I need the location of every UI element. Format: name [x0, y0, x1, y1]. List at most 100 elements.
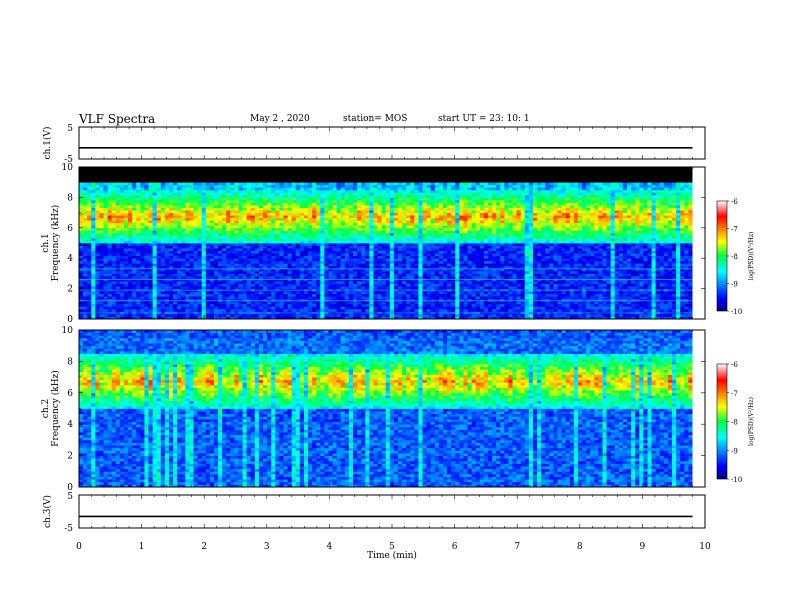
spectrogram-cell	[361, 293, 366, 297]
spectrogram-cell	[111, 275, 117, 279]
spectrogram-cell	[201, 237, 207, 241]
spectrogram-cell	[328, 286, 333, 289]
spectrogram-cell	[340, 230, 346, 234]
spectrogram-cell	[209, 182, 215, 186]
spectrogram-cell	[164, 313, 170, 317]
spectrogram-cell	[197, 237, 203, 241]
spectrogram-cell	[119, 286, 125, 289]
spectrogram-cell	[287, 313, 293, 317]
spectrogram-cell	[381, 237, 387, 241]
spectrogram-cell	[381, 260, 387, 264]
spectrogram-cell	[168, 177, 174, 181]
spectrogram-cell	[168, 273, 174, 277]
spectrogram-cell	[193, 172, 199, 175]
spectrogram-cell	[328, 179, 333, 183]
spectrogram-cell	[279, 303, 284, 307]
spectrogram-cell	[369, 210, 374, 213]
spectrogram-cell	[348, 189, 354, 193]
spectrogram-cell	[320, 227, 325, 231]
spectrogram-cell	[177, 235, 182, 239]
spectrogram-cell	[197, 275, 203, 279]
spectrogram-cell	[132, 220, 137, 224]
spectrogram-cell	[234, 245, 239, 249]
spectrogram-cell	[201, 243, 207, 246]
spectrogram-cell	[205, 220, 211, 224]
spectrogram-cell	[402, 268, 407, 272]
spectrogram-cell	[242, 253, 248, 257]
spectrogram-cell	[209, 215, 215, 219]
spectrogram-cell	[365, 303, 370, 307]
spectrogram-cell	[79, 243, 84, 246]
spectrogram-cell	[197, 250, 203, 254]
spectrogram-cell	[357, 197, 362, 201]
spectrogram-cell	[348, 167, 354, 170]
spectrogram-cell	[230, 189, 235, 193]
spectrogram-cell	[197, 212, 203, 216]
spectrogram-cell	[246, 184, 252, 188]
spectrogram-cell	[287, 278, 293, 282]
spectrogram-cell	[291, 296, 297, 300]
spectrogram-cell	[385, 205, 391, 208]
spectrogram-cell	[295, 303, 301, 307]
spectrogram-cell	[291, 268, 297, 272]
spectrogram-cell	[140, 286, 145, 289]
spectrogram-cell	[312, 268, 317, 272]
spectrogram-cell	[406, 169, 411, 173]
spectrogram-cell	[193, 177, 199, 181]
spectrogram-cell	[148, 278, 154, 282]
spectrogram-cell	[312, 222, 317, 226]
spectrogram-cell	[164, 245, 170, 249]
spectrogram-cell	[185, 303, 190, 307]
spectrogram-cell	[222, 174, 227, 178]
spectrogram-cell	[275, 192, 280, 196]
spectrogram-cell	[320, 293, 325, 297]
spectrogram-cell	[144, 273, 149, 277]
spectrogram-cell	[357, 230, 362, 234]
spectrogram-cell	[369, 202, 374, 206]
spectrogram-cell	[234, 286, 239, 289]
spectrogram-cell	[132, 245, 137, 249]
spectrogram-cell	[91, 243, 96, 246]
spectrogram-cell	[79, 283, 84, 287]
spectrogram-cell	[279, 192, 284, 196]
spectrogram-cell	[381, 250, 387, 254]
spectrogram-cell	[119, 202, 125, 206]
spectrogram-cell	[398, 187, 403, 191]
spectrogram-cell	[189, 298, 194, 302]
spectrogram-cell	[99, 253, 104, 257]
spectrogram-cell	[242, 316, 248, 320]
spectrogram-cell	[381, 230, 387, 234]
spectrogram-cell	[275, 199, 280, 203]
spectrogram-cell	[140, 179, 145, 183]
spectrogram-cell	[369, 217, 374, 221]
spectrogram-cell	[271, 306, 276, 310]
spectrogram-cell	[140, 258, 145, 262]
spectrogram-cell	[107, 313, 113, 317]
spectrogram-cell	[254, 172, 260, 175]
spectrogram-cell	[246, 296, 252, 300]
spectrogram-cell	[156, 235, 162, 239]
spectrogram-cell	[336, 199, 342, 203]
spectrogram-cell	[324, 169, 329, 173]
spectrogram-cell	[295, 220, 301, 224]
spectrogram-cell	[140, 240, 145, 244]
spectrogram-cell	[185, 240, 190, 244]
spectrogram-cell	[136, 182, 141, 186]
spectrogram-cell	[201, 283, 207, 287]
spectrogram-cell	[136, 199, 141, 203]
spectrogram-cell	[328, 308, 333, 312]
spectrogram-cell	[222, 245, 227, 249]
spectrogram-cell	[99, 217, 104, 221]
spectrogram-cell	[140, 245, 145, 249]
spectrogram-cell	[140, 227, 145, 231]
spectrogram-cell	[353, 225, 358, 229]
spectrogram-cell	[275, 260, 280, 264]
spectrogram-cell	[291, 184, 297, 188]
spectrogram-cell	[140, 278, 145, 282]
spectrogram-cell	[189, 260, 194, 264]
spectrogram-cell	[242, 207, 248, 211]
spectrogram-cell	[406, 255, 411, 259]
spectrogram-cell	[344, 316, 350, 320]
spectrogram-cell	[271, 278, 276, 282]
spectrogram-cell	[177, 301, 182, 305]
